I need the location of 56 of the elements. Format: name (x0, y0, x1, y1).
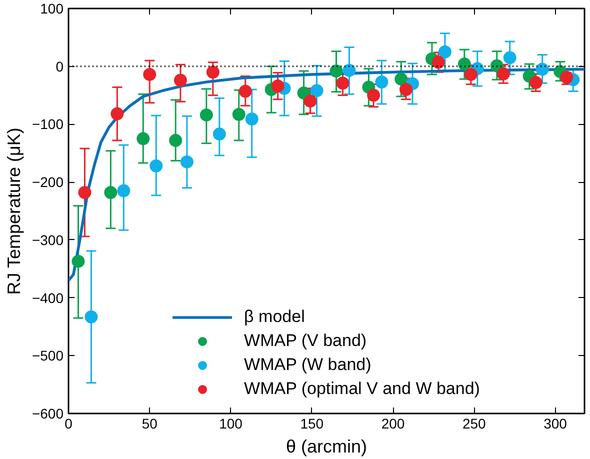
point (336, 76, 350, 90)
point (245, 112, 258, 126)
point (238, 84, 252, 98)
point (464, 68, 478, 81)
point (432, 56, 445, 69)
point (394, 72, 408, 86)
x-tick-label: 300 (544, 416, 568, 432)
y-tick-label: −300 (32, 232, 64, 248)
legend-label: β model (244, 307, 305, 327)
y-axis-title: RJ Temperature (μK) (4, 128, 24, 295)
point (503, 51, 516, 64)
point (206, 66, 220, 79)
point (136, 132, 150, 146)
point (375, 75, 388, 88)
y-tick-label: −500 (32, 348, 64, 364)
x-tick-label: 150 (300, 416, 324, 432)
point (304, 94, 317, 108)
point (150, 159, 163, 172)
point (84, 310, 98, 324)
point (529, 76, 542, 90)
x-tick-label: 250 (462, 416, 486, 432)
point (200, 108, 213, 122)
point (180, 155, 194, 168)
point (271, 80, 284, 93)
legend-label: WMAP (V band) (244, 331, 367, 351)
point (330, 64, 343, 78)
y-tick-label: 0 (56, 58, 64, 74)
point (169, 134, 182, 147)
point (458, 58, 471, 71)
point (104, 186, 118, 199)
point (400, 83, 413, 96)
x-axis-title: θ (arcmin) (286, 436, 368, 456)
y-tick-label: −100 (32, 116, 64, 132)
point (117, 184, 130, 198)
point (367, 88, 380, 102)
legend-label: WMAP (W band) (244, 355, 372, 375)
y-tick-label: 100 (40, 0, 64, 16)
x-tick-label: 50 (142, 416, 158, 432)
point (212, 128, 226, 141)
point (496, 67, 510, 80)
point (72, 254, 85, 268)
point (78, 186, 92, 199)
point (174, 74, 187, 87)
point (536, 62, 549, 76)
y-tick-label: −200 (32, 174, 64, 190)
point (143, 68, 156, 81)
point (342, 64, 356, 77)
point (110, 107, 124, 120)
x-tick-label: 100 (219, 416, 243, 432)
x-tick-label: 200 (381, 416, 405, 432)
point (438, 45, 452, 58)
legend-label: WMAP (optimal V and W band) (244, 379, 480, 399)
point (310, 84, 324, 98)
y-tick-label: −400 (32, 290, 64, 306)
y-tick-label: −600 (32, 406, 64, 422)
point (232, 108, 246, 121)
